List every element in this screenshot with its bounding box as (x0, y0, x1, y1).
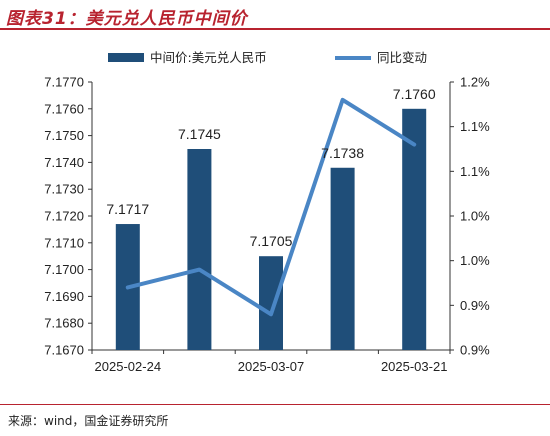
bar (402, 108, 427, 350)
left-axis-tick-label: 7.1730 (44, 182, 84, 197)
left-axis-tick-label: 7.1740 (44, 155, 84, 170)
left-axis-tick-label: 7.1750 (44, 128, 84, 143)
left-axis-tick-label: 7.1680 (44, 316, 84, 331)
source-note: 来源：wind，国金证券研究所 (8, 414, 169, 428)
bar (259, 256, 283, 350)
bar-data-label: 7.1745 (178, 126, 221, 142)
left-axis-tick-label: 7.1690 (44, 289, 84, 304)
left-axis-tick-label: 7.1670 (44, 343, 84, 358)
footer-divider (0, 404, 550, 405)
bar-data-label: 7.1705 (250, 233, 293, 249)
right-axis-tick-label: 1.2% (460, 75, 490, 90)
bar-data-label: 7.1760 (393, 86, 436, 102)
left-axis-tick-label: 7.1710 (44, 235, 84, 250)
right-axis-tick-label: 0.9% (460, 343, 490, 358)
left-axis-tick-label: 7.1770 (44, 75, 84, 90)
left-axis-tick-label: 7.1760 (44, 101, 84, 116)
chart-title: 图表31：美元兑人民币中间价 (6, 9, 248, 29)
x-axis-tick-label: 2025-02-24 (95, 359, 162, 374)
right-axis-tick-label: 1.1% (460, 164, 490, 179)
bar-data-label: 7.1738 (321, 145, 364, 161)
yoy-change-line (125, 97, 417, 317)
legend-bar-label: 中间价:美元兑人民币 (150, 50, 267, 65)
right-axis-tick-label: 1.0% (460, 253, 490, 268)
right-axis-tick-label: 1.1% (460, 119, 490, 134)
title-divider (0, 28, 550, 30)
left-axis-tick-label: 7.1700 (44, 262, 84, 277)
legend-bar-swatch (108, 53, 144, 62)
bar (330, 167, 355, 350)
left-axis-tick-label: 7.1720 (44, 209, 84, 224)
bar-data-label: 7.1717 (106, 201, 149, 217)
legend-line-label: 同比变动 (377, 50, 427, 65)
x-axis-tick-label: 2025-03-07 (238, 359, 305, 374)
right-axis-tick-label: 0.9% (460, 298, 490, 313)
bar (187, 149, 212, 350)
right-axis-tick-label: 1.0% (460, 209, 490, 224)
x-axis-tick-label: 2025-03-21 (381, 359, 448, 374)
